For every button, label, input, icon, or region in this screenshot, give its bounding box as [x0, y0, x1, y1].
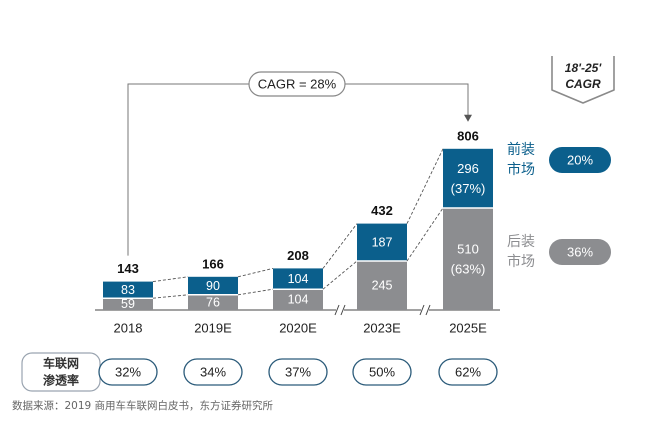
- cagr-pill: [248, 71, 346, 97]
- legend-cagr-header: 18'-25' CAGR: [565, 61, 603, 91]
- connector-segment: [152, 294, 189, 299]
- data-label-front-market: 104: [288, 272, 309, 286]
- x-tick-label: 2019E: [194, 321, 232, 336]
- x-tick-label: 2020E: [279, 321, 317, 336]
- data-label-after-market: 59: [121, 297, 135, 311]
- bar-front-market: [357, 223, 407, 261]
- cagr-arrow-head: [464, 114, 472, 122]
- x-tick-label: 2023E: [363, 321, 401, 336]
- bar-after-market: [273, 289, 323, 310]
- axis-break-mark: [334, 304, 340, 316]
- axis-break-mark: [425, 304, 431, 316]
- x-tick-label: 2025E: [449, 321, 487, 336]
- data-label-after-market: 245: [372, 279, 393, 293]
- connector-total: [152, 276, 189, 283]
- legend-item-pill: [549, 147, 611, 173]
- penetration-value: 37%: [285, 365, 311, 380]
- data-label-after-market: 104: [288, 293, 309, 307]
- source-note: 数据来源：2019 商用车车联网白皮书，东方证券研究所: [12, 400, 274, 412]
- legend-item-value: 20%: [567, 153, 593, 168]
- legend-item-label: 前装市场: [507, 141, 535, 178]
- bar-after-market: [103, 298, 153, 310]
- cagr-label: CAGR = 28%: [258, 77, 337, 92]
- penetration-pill: [268, 358, 328, 386]
- penetration-value: 50%: [369, 365, 395, 380]
- data-label-total: 143: [117, 261, 139, 276]
- data-label-total: 432: [371, 203, 393, 218]
- penetration-value: 32%: [115, 365, 141, 380]
- penetration-pill: [98, 358, 158, 386]
- axis-break-gap: [336, 307, 344, 313]
- axis-break-mark: [419, 304, 425, 316]
- x-tick-label: 2018: [114, 321, 143, 336]
- penetration-value: 62%: [455, 365, 481, 380]
- bar-front-market: [273, 268, 323, 290]
- legend-item-label: 后装市场: [507, 234, 535, 270]
- connector-total: [237, 267, 274, 278]
- penetration-pill: [183, 358, 243, 386]
- bar-after-market: [188, 294, 238, 310]
- connector-segment: [322, 260, 358, 290]
- bar-after-market: [443, 208, 493, 310]
- penetration-value: 34%: [200, 365, 226, 380]
- legend-item-pill: [549, 239, 611, 265]
- data-label-front-market: 187: [372, 235, 393, 249]
- connector-total: [322, 223, 358, 269]
- cagr-bracket-line: [127, 83, 469, 256]
- data-label-total: 806: [457, 128, 479, 143]
- axis-break-gap: [421, 307, 429, 313]
- data-label-after-market: 76: [206, 295, 220, 309]
- connector-total: [406, 148, 444, 224]
- data-label-after-market: 510 (63%): [451, 242, 486, 277]
- data-label-total: 208: [287, 248, 309, 263]
- bar-front-market: [188, 276, 238, 295]
- penetration-pill: [438, 358, 498, 386]
- data-label-front-market: 296 (37%): [451, 161, 486, 196]
- bar-after-market: [357, 261, 407, 310]
- bar-front-market: [443, 148, 493, 208]
- penetration-label: 车联网渗透率: [43, 356, 79, 388]
- legend-item-value: 36%: [567, 245, 593, 260]
- connector-segment: [237, 288, 274, 296]
- connector-segment: [406, 207, 444, 262]
- legend-cagr-banner: [551, 56, 615, 104]
- data-label-total: 166: [202, 256, 224, 271]
- data-label-front-market: 83: [121, 283, 135, 297]
- penetration-pill: [352, 358, 412, 386]
- bar-front-market: [103, 281, 153, 299]
- axis-break-mark: [340, 304, 346, 316]
- data-label-front-market: 90: [206, 279, 220, 293]
